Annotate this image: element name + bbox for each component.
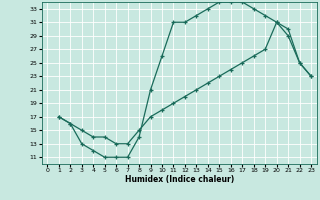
X-axis label: Humidex (Indice chaleur): Humidex (Indice chaleur) [124, 175, 234, 184]
